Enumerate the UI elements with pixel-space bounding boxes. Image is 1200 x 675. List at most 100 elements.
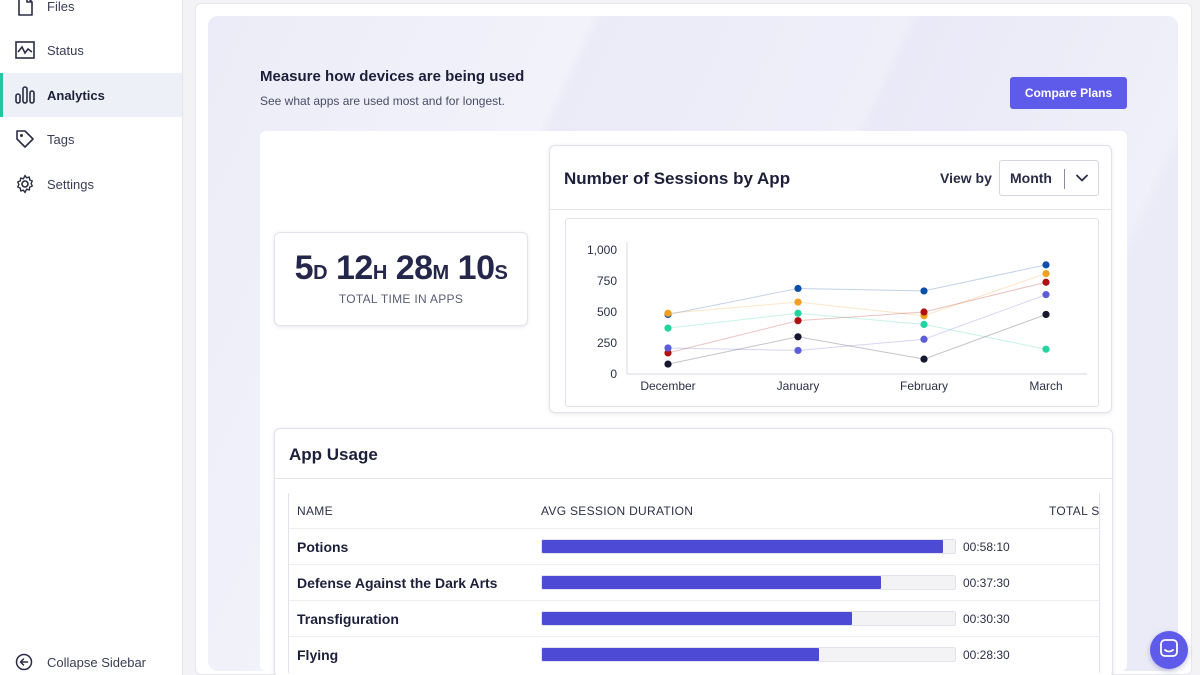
data-point bbox=[920, 308, 928, 316]
sidebar-item-status[interactable]: Status bbox=[0, 28, 182, 72]
sidebar-item-tags[interactable]: Tags bbox=[0, 117, 182, 161]
data-point bbox=[920, 355, 928, 363]
chart-divider bbox=[550, 209, 1111, 210]
sessions-chart-card: Number of Sessions by App View by Month … bbox=[549, 145, 1112, 413]
table-row[interactable]: Transfiguration 00:30:30 bbox=[289, 600, 1099, 636]
seconds-unit: S bbox=[494, 262, 508, 284]
collapse-sidebar-label: Collapse Sidebar bbox=[47, 654, 147, 670]
x-tick-label: March bbox=[1029, 379, 1062, 393]
view-by-value: Month bbox=[1010, 170, 1052, 186]
data-point bbox=[794, 309, 802, 317]
avg-duration: 00:37:30 bbox=[963, 576, 1010, 590]
chevron-down-icon bbox=[1074, 170, 1090, 186]
data-point bbox=[1042, 269, 1050, 278]
minutes-value: 28 bbox=[395, 249, 433, 287]
compare-plans-button[interactable]: Compare Plans bbox=[1010, 77, 1127, 109]
total-time-card: 5D 12H 28M 10S TOTAL TIME IN APPS bbox=[274, 232, 528, 326]
avg-duration: 00:28:30 bbox=[963, 648, 1010, 662]
series-line bbox=[667, 273, 1047, 317]
hours-value: 12 bbox=[335, 249, 373, 287]
x-tick-label: January bbox=[777, 379, 820, 393]
avg-duration: 00:30:30 bbox=[963, 612, 1010, 626]
chart-title: Number of Sessions by App bbox=[564, 169, 791, 188]
y-tick-label: 0 bbox=[610, 367, 617, 381]
y-tick-label: 500 bbox=[597, 305, 617, 319]
column-header-avg-duration[interactable]: AVG SESSION DURATION bbox=[541, 504, 694, 518]
data-point bbox=[664, 360, 672, 368]
table-row[interactable]: Potions 00:58:10 bbox=[289, 528, 1099, 564]
collapse-sidebar-button[interactable]: Collapse Sidebar bbox=[0, 648, 182, 675]
data-point bbox=[794, 284, 802, 293]
file-icon bbox=[15, 0, 35, 16]
duration-bar bbox=[541, 539, 956, 554]
app-usage-card: App Usage NAME AVG SESSION DURATION TOTA… bbox=[274, 428, 1113, 675]
sidebar-item-label: Analytics bbox=[47, 87, 105, 103]
gear-icon bbox=[15, 174, 35, 194]
sidebar-item-label: Tags bbox=[47, 131, 75, 147]
sidebar-item-label: Status bbox=[47, 42, 84, 58]
x-tick-label: February bbox=[900, 379, 948, 393]
table-row[interactable]: Defense Against the Dark Arts 00:37:30 bbox=[289, 564, 1099, 600]
view-by-select[interactable]: Month bbox=[999, 160, 1099, 196]
y-tick-label: 1,000 bbox=[587, 243, 617, 257]
app-name: Flying bbox=[297, 647, 339, 663]
column-header-name[interactable]: NAME bbox=[297, 504, 333, 518]
data-point bbox=[794, 298, 802, 306]
duration-bar-fill bbox=[542, 612, 852, 625]
hours-unit: H bbox=[372, 262, 387, 284]
table-row[interactable]: Flying 00:28:30 bbox=[289, 636, 1099, 672]
duration-bar bbox=[541, 575, 956, 590]
sidebar: Files Status Analytics Tags Settings Col… bbox=[0, 0, 183, 675]
days-unit: D bbox=[313, 262, 328, 284]
duration-bar bbox=[541, 611, 956, 626]
sidebar-item-files[interactable]: Files bbox=[0, 0, 182, 28]
data-point bbox=[794, 333, 802, 341]
sidebar-item-label: Settings bbox=[47, 176, 94, 192]
avg-duration: 00:58:10 bbox=[963, 540, 1010, 554]
bar-chart-icon bbox=[15, 85, 35, 105]
view-by-label: View by bbox=[940, 170, 992, 186]
app-name: Potions bbox=[297, 539, 349, 555]
data-point bbox=[664, 309, 672, 317]
column-header-total-sessions[interactable]: TOTAL SE bbox=[1049, 504, 1100, 518]
series-line bbox=[667, 314, 1047, 365]
minutes-unit: M bbox=[432, 262, 450, 284]
data-point bbox=[1042, 261, 1050, 269]
data-point bbox=[794, 346, 802, 355]
chat-icon bbox=[1159, 638, 1179, 663]
app-name: Defense Against the Dark Arts bbox=[297, 575, 498, 591]
series-line bbox=[667, 281, 1047, 354]
app-usage-table: NAME AVG SESSION DURATION TOTAL SE Potio… bbox=[288, 493, 1100, 673]
duration-bar-fill bbox=[542, 540, 943, 553]
duration-bar-fill bbox=[542, 648, 819, 661]
data-point bbox=[664, 324, 672, 332]
data-point bbox=[1042, 278, 1050, 286]
sessions-plot: 0 250 500 750 1,000 December January February Ma… bbox=[565, 218, 1099, 407]
seconds-value: 10 bbox=[457, 249, 495, 287]
data-point bbox=[1042, 345, 1050, 353]
duration-bar bbox=[541, 647, 956, 662]
sidebar-item-label: Files bbox=[47, 0, 75, 14]
sidebar-item-analytics[interactable]: Analytics bbox=[0, 73, 182, 117]
page-title: Measure how devices are being used bbox=[260, 68, 525, 85]
data-point bbox=[664, 349, 672, 357]
days-value: 5 bbox=[294, 249, 314, 287]
data-point bbox=[1042, 310, 1050, 319]
select-separator bbox=[1064, 169, 1065, 189]
tag-icon bbox=[15, 129, 35, 149]
data-point bbox=[664, 344, 672, 352]
chat-launcher-button[interactable] bbox=[1150, 631, 1188, 669]
data-point bbox=[1042, 291, 1050, 299]
x-tick-label: December bbox=[640, 379, 695, 393]
series-line bbox=[667, 294, 1047, 351]
series-line bbox=[667, 312, 1047, 350]
page-subtitle: See what apps are used most and for long… bbox=[260, 94, 505, 108]
duration-bar-fill bbox=[542, 576, 881, 589]
usage-title: App Usage bbox=[289, 445, 378, 464]
series-line bbox=[667, 264, 1047, 315]
sidebar-item-settings[interactable]: Settings bbox=[0, 162, 182, 206]
usage-divider bbox=[275, 478, 1112, 479]
y-tick-label: 750 bbox=[597, 274, 617, 288]
y-tick-label: 250 bbox=[597, 336, 617, 350]
arrow-left-circle-icon bbox=[15, 652, 35, 672]
